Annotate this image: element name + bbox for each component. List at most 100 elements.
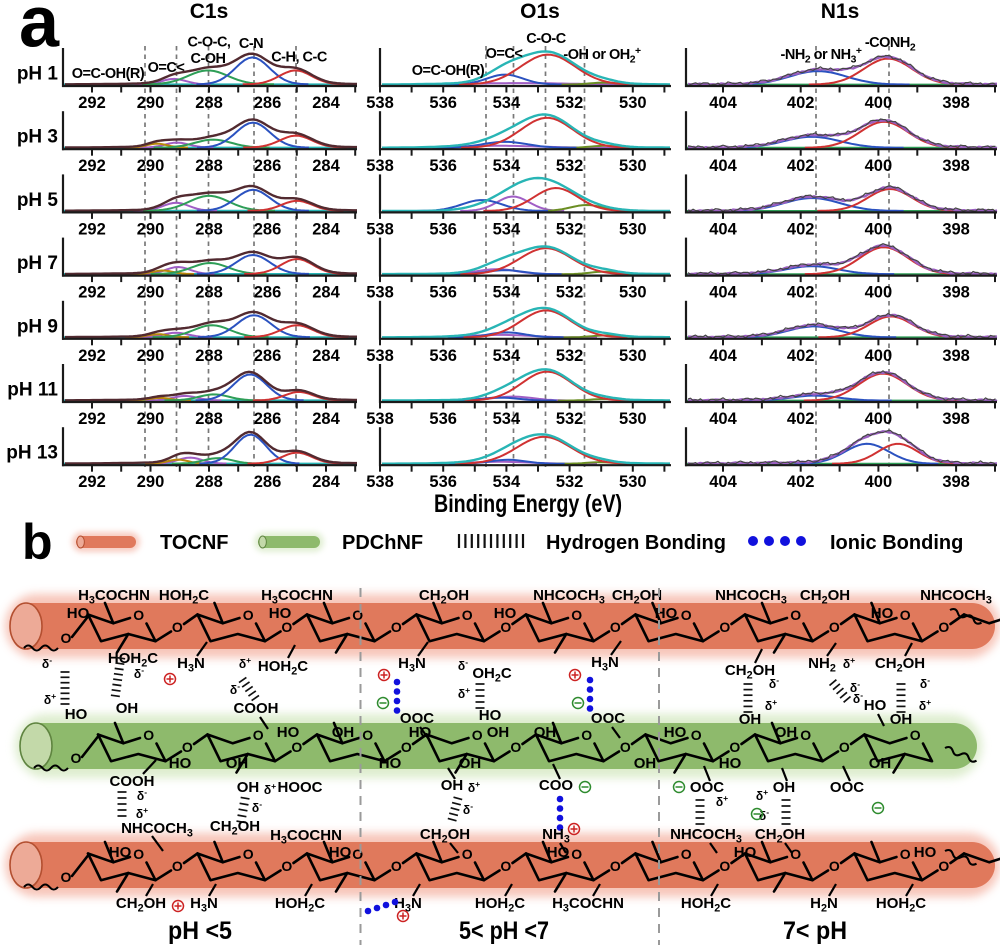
svg-text:C-O-C: C-O-C	[526, 31, 566, 47]
svg-text:402: 402	[787, 284, 815, 302]
svg-text:536: 536	[429, 157, 457, 175]
svg-text:-CONH2​: -CONH2​	[865, 35, 916, 54]
svg-text:O: O	[253, 727, 264, 743]
svg-text:398: 398	[942, 94, 970, 112]
svg-text:H3​COCHN: H3​COCHN	[78, 587, 150, 607]
svg-text:HO: HO	[719, 755, 742, 772]
svg-text:402: 402	[787, 347, 815, 365]
svg-text:HOH2​C: HOH2​C	[876, 895, 926, 915]
svg-text:pH 3: pH 3	[17, 127, 58, 148]
svg-text:H3​N: H3​N	[591, 654, 619, 674]
svg-text:O: O	[510, 739, 521, 755]
svg-text:O: O	[829, 858, 840, 874]
svg-text:284: 284	[312, 284, 340, 302]
svg-text:532: 532	[556, 220, 584, 238]
svg-text:HOH2​C: HOH2​C	[159, 587, 209, 607]
svg-text:530: 530	[619, 284, 647, 302]
svg-text:534: 534	[493, 157, 521, 175]
svg-text:CH2​OH: CH2​OH	[875, 655, 925, 675]
svg-text:530: 530	[619, 347, 647, 365]
svg-text:292: 292	[78, 347, 106, 365]
svg-text:δ-​: δ-​	[137, 787, 147, 803]
svg-text:δ-​: δ-​	[769, 675, 779, 691]
svg-text:CH2​OH: CH2​OH	[755, 826, 805, 846]
svg-text:HO: HO	[409, 724, 432, 741]
svg-text:400: 400	[865, 473, 893, 491]
svg-text:O: O	[71, 750, 82, 766]
svg-text:O: O	[391, 619, 402, 635]
svg-text:O: O	[581, 727, 592, 743]
svg-text:H3​N: H3​N	[398, 655, 426, 675]
svg-text:O: O	[61, 869, 72, 885]
svg-text:OH2​C: OH2​C	[472, 665, 512, 685]
svg-text:O: O	[143, 727, 154, 743]
svg-text:pH 1: pH 1	[17, 64, 59, 85]
svg-text:O: O	[291, 739, 302, 755]
svg-text:402: 402	[787, 220, 815, 238]
svg-text:O: O	[719, 858, 730, 874]
svg-text:402: 402	[787, 473, 815, 491]
svg-text:HO: HO	[269, 605, 292, 622]
svg-text:O: O	[571, 846, 582, 862]
svg-text:O: O	[681, 846, 692, 862]
svg-text:C-H, C-C: C-H, C-C	[271, 50, 328, 66]
svg-text:290: 290	[137, 473, 165, 491]
svg-text:HOH2​C: HOH2​C	[258, 658, 308, 678]
svg-text:538: 538	[366, 347, 394, 365]
svg-text:284: 284	[312, 94, 340, 112]
svg-text:O: O	[281, 619, 292, 635]
svg-text:NHCOCH3​: NHCOCH3​	[715, 587, 787, 607]
svg-text:Hydrogen Bonding: Hydrogen Bonding	[546, 532, 726, 554]
svg-text:288: 288	[195, 284, 223, 302]
svg-text:398: 398	[942, 347, 970, 365]
svg-text:288: 288	[195, 157, 223, 175]
svg-text:O: O	[829, 619, 840, 635]
svg-text:pH 7: pH 7	[17, 253, 58, 274]
svg-text:HO: HO	[734, 844, 757, 861]
svg-text:NH2​: NH2​	[808, 655, 836, 675]
svg-text:530: 530	[619, 94, 647, 112]
svg-text:292: 292	[78, 473, 106, 491]
svg-text:288: 288	[195, 473, 223, 491]
svg-text:pH 5: pH 5	[17, 190, 59, 211]
svg-text:530: 530	[619, 410, 647, 428]
svg-text:538: 538	[366, 473, 394, 491]
svg-text:O=C-OH(R): O=C-OH(R)	[412, 63, 485, 79]
svg-text:pH 9: pH 9	[17, 316, 58, 337]
svg-text:538: 538	[366, 284, 394, 302]
svg-text:534: 534	[493, 410, 521, 428]
svg-text:OH: OH	[237, 779, 260, 796]
svg-text:O: O	[462, 607, 473, 623]
svg-text:7< pH: 7< pH	[783, 917, 847, 945]
svg-text:OH: OH	[441, 777, 464, 794]
svg-text:H2​N: H2​N	[810, 895, 838, 915]
svg-text:δ-​: δ-​	[230, 681, 240, 697]
svg-text:CH2​OH: CH2​OH	[725, 662, 775, 682]
svg-text:δ-​: δ-​	[458, 657, 468, 673]
svg-text:δ-​: δ-​	[759, 807, 769, 823]
svg-text:CH2​OH: CH2​OH	[420, 826, 470, 846]
svg-text:pH 13: pH 13	[6, 443, 58, 464]
svg-text:C1s: C1s	[190, 0, 229, 23]
svg-text:398: 398	[942, 157, 970, 175]
svg-text:O=C<: O=C<	[148, 60, 185, 76]
svg-text:532: 532	[556, 284, 584, 302]
svg-text:292: 292	[78, 94, 106, 112]
svg-text:398: 398	[942, 284, 970, 302]
svg-text:288: 288	[195, 347, 223, 365]
svg-text:δ-​: δ-​	[920, 675, 930, 691]
svg-text:O: O	[462, 846, 473, 862]
svg-text:288: 288	[195, 410, 223, 428]
svg-text:O: O	[500, 858, 511, 874]
svg-text:N1s: N1s	[821, 0, 860, 23]
svg-text:HO: HO	[664, 724, 687, 741]
svg-text:H3​N: H3​N	[394, 895, 422, 915]
svg-text:O: O	[938, 619, 949, 635]
svg-text:-NH2​ or NH3​+​: -NH2​ or NH3​+​	[781, 46, 862, 66]
svg-text:404: 404	[709, 220, 737, 238]
svg-text:O: O	[790, 846, 801, 862]
svg-text:402: 402	[787, 157, 815, 175]
svg-text:OH: OH	[226, 755, 249, 772]
svg-text:292: 292	[78, 410, 106, 428]
svg-text:534: 534	[493, 347, 521, 365]
